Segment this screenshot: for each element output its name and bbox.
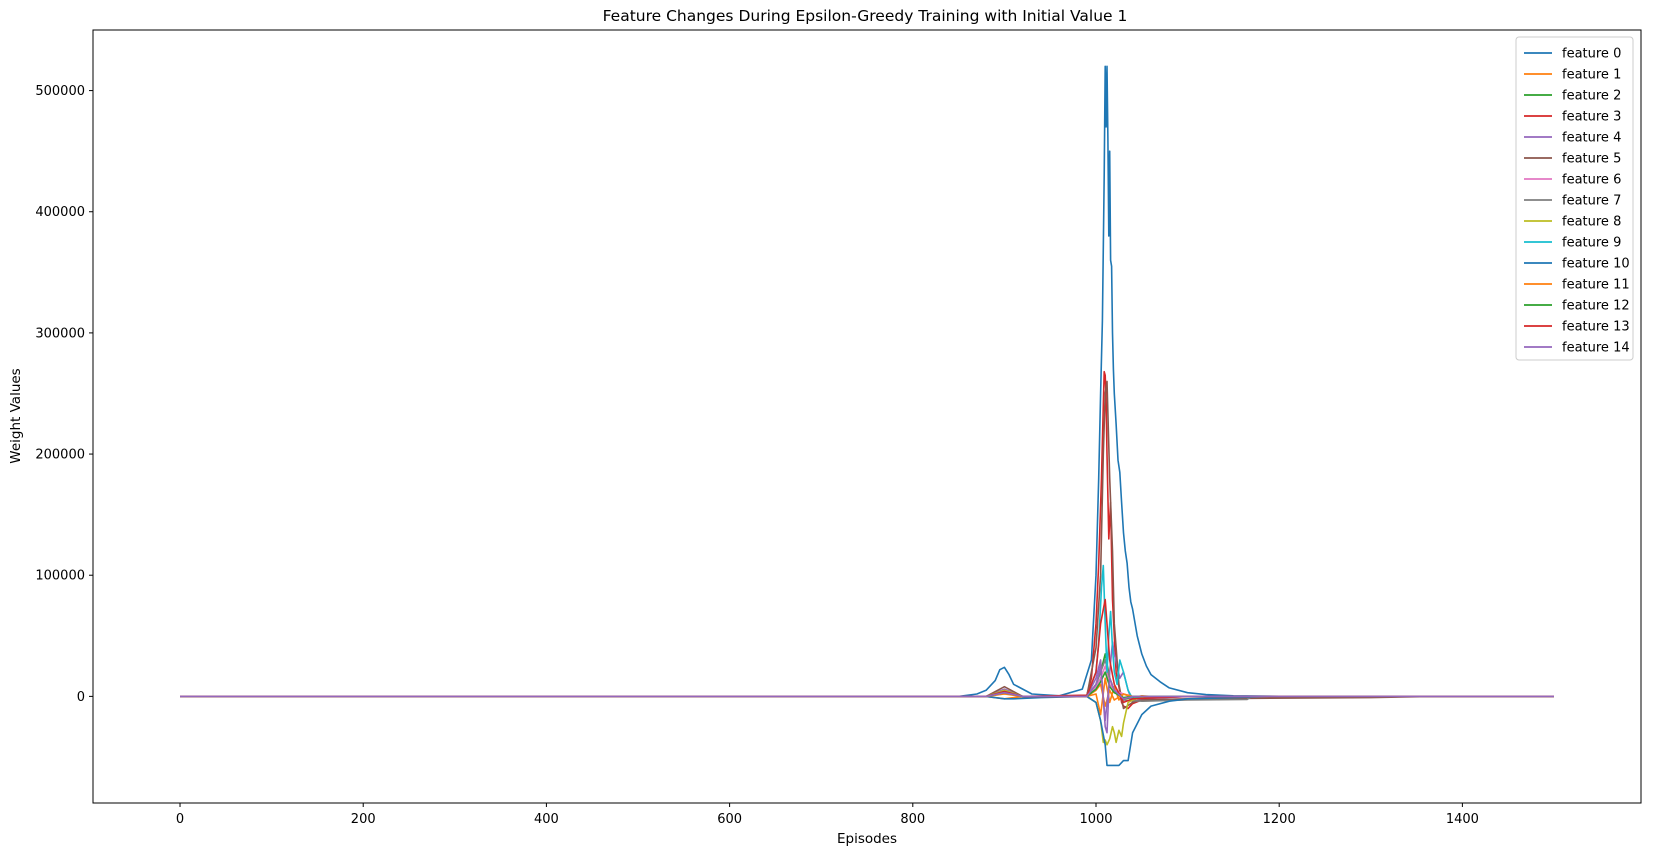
legend-label-12: feature 12 [1562, 299, 1630, 314]
x-tick-label-0: 0 [176, 812, 184, 827]
y-tick-label-1: 100000 [35, 569, 85, 584]
legend-label-9: feature 9 [1562, 236, 1621, 251]
series-line-3 [180, 370, 1554, 710]
y-axis-label: Weight Values [8, 368, 24, 463]
series-line-14 [180, 665, 1554, 722]
x-tick-label-4: 800 [900, 812, 925, 827]
series-line-12 [180, 671, 1554, 699]
series-line-4 [180, 641, 1554, 734]
x-tick-label-3: 600 [717, 812, 742, 827]
chart-title: Feature Changes During Epsilon-Greedy Tr… [603, 7, 1128, 25]
y-tick-label-4: 400000 [35, 205, 85, 220]
y-tick-label-0: 0 [77, 690, 85, 705]
legend-label-11: feature 11 [1562, 278, 1630, 293]
x-axis: 0 200 400 600 800 1000 1200 1400 [176, 803, 1479, 827]
legend-label-8: feature 8 [1562, 215, 1621, 230]
x-tick-label-2: 400 [534, 812, 559, 827]
series-line-5 [180, 380, 1554, 710]
legend-label-14: feature 14 [1562, 341, 1630, 356]
legend-label-6: feature 6 [1562, 173, 1621, 188]
legend-box [1515, 36, 1634, 361]
legend-label-13: feature 13 [1562, 320, 1630, 335]
legend: feature 0 feature 1 feature 2 feature 3 feat… [1515, 36, 1634, 361]
legend-label-1: feature 1 [1562, 68, 1621, 83]
legend-label-4: feature 4 [1562, 131, 1621, 146]
y-axis: 0 100000 200000 300000 400000 500000 [35, 84, 93, 705]
series-layer [180, 65, 1554, 767]
y-tick-label-2: 200000 [35, 448, 85, 463]
y-tick-label-5: 500000 [35, 84, 85, 99]
x-axis-label: Episodes [837, 831, 897, 847]
legend-label-10: feature 10 [1562, 257, 1630, 272]
x-tick-label-7: 1400 [1446, 812, 1479, 827]
series-line-10 [180, 695, 1554, 767]
y-tick-label-3: 300000 [35, 326, 85, 341]
legend-label-5: feature 5 [1562, 152, 1621, 167]
series-line-13 [180, 598, 1554, 704]
legend-label-2: feature 2 [1562, 89, 1621, 104]
series-line-7 [180, 659, 1554, 702]
series-line-2 [180, 653, 1554, 700]
legend-label-7: feature 7 [1562, 194, 1621, 209]
series-line-11 [180, 683, 1554, 707]
x-tick-label-1: 200 [351, 812, 376, 827]
x-tick-label-5: 1000 [1079, 812, 1112, 827]
plot-frame [92, 29, 1642, 804]
x-tick-label-6: 1200 [1263, 812, 1296, 827]
series-line-9 [180, 564, 1554, 700]
series-line-6 [180, 665, 1554, 698]
legend-label-3: feature 3 [1562, 110, 1621, 125]
legend-label-0: feature 0 [1562, 47, 1621, 62]
series-line-0 [180, 65, 1554, 698]
